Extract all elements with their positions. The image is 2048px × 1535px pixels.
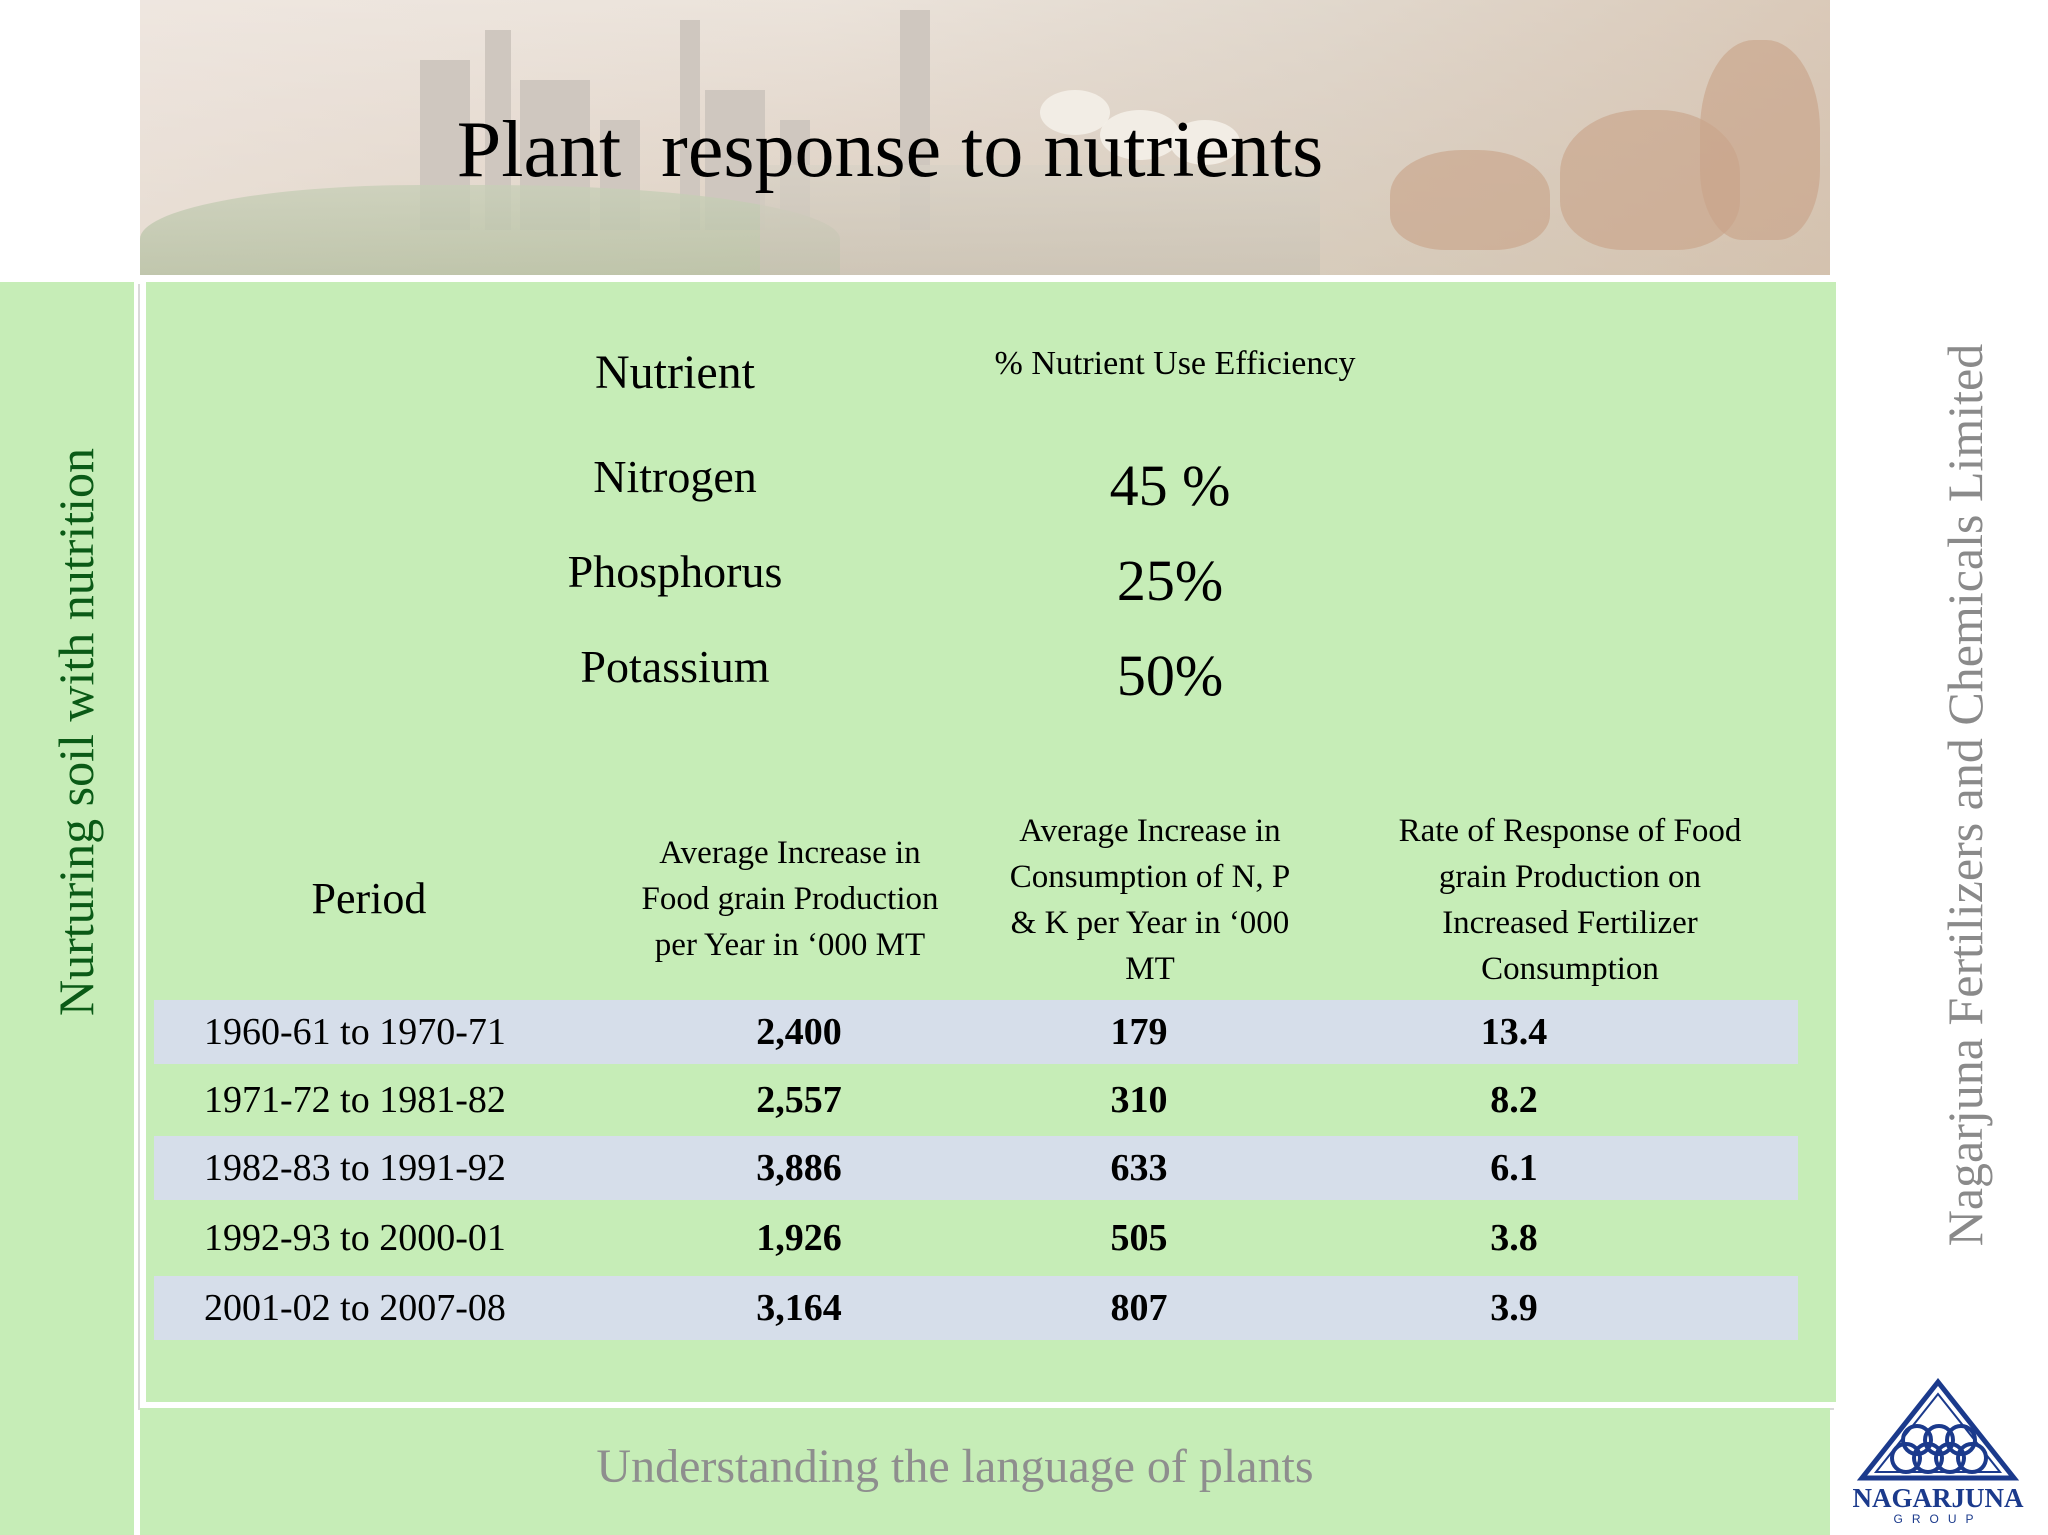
response-cell: 8.2 xyxy=(1490,1079,1538,1121)
table-header-response: Rate of Response of Food grain Productio… xyxy=(1350,808,1790,992)
nutrient-header: Nutrient xyxy=(595,346,755,399)
nutrient-name: Phosphorus xyxy=(567,546,783,597)
slide-title-text: Plant response to nutrients xyxy=(456,106,1324,194)
header-line: Average Increase in xyxy=(659,835,921,871)
period-cell: 2001-02 to 2007-08 xyxy=(204,1287,506,1329)
response-cell: 3.8 xyxy=(1490,1217,1538,1259)
table-header-period: Period xyxy=(311,874,427,923)
slide-title: Plant response to nutrients xyxy=(140,105,1831,195)
nutrient-name: Nitrogen xyxy=(593,451,757,502)
table-row: 1992-93 to 2000-01 1,926 505 3.8 xyxy=(154,1206,1798,1270)
consumption-cell: 179 xyxy=(1110,1011,1168,1053)
table-row: 1982-83 to 1991-92 3,886 633 6.1 xyxy=(154,1136,1798,1200)
nagarjuna-logo-icon xyxy=(1856,1378,2020,1481)
production-cell: 3,164 xyxy=(756,1287,842,1329)
header-banner-image xyxy=(140,0,1830,275)
left-sidebar: Nurturing soil with nutrition xyxy=(0,282,134,1535)
header-line: per Year in ‘000 MT xyxy=(654,927,926,963)
period-cell: 1971-72 to 1981-82 xyxy=(204,1079,506,1121)
logo-wordmark: NAGARJUNA xyxy=(1852,1483,2024,1513)
nutrient-efficiency: 45 % xyxy=(1109,453,1231,518)
consumption-cell: 633 xyxy=(1110,1147,1168,1189)
footer-tagline: Understanding the language of plants xyxy=(596,1440,1314,1493)
period-cell: 1982-83 to 1991-92 xyxy=(204,1147,506,1189)
production-cell: 2,400 xyxy=(756,1011,842,1053)
response-cell: 6.1 xyxy=(1490,1147,1538,1189)
table-header-consumption: Average Increase in Consumption of N, P … xyxy=(980,808,1320,992)
header-line: Increased Fertilizer xyxy=(1442,905,1698,941)
period-cell: 1992-93 to 2000-01 xyxy=(204,1217,506,1259)
header-line: Food grain Production xyxy=(641,881,939,917)
period-cell: 1960-61 to 1970-71 xyxy=(204,1011,506,1053)
response-cell: 13.4 xyxy=(1480,1011,1548,1053)
table-row: 1971-72 to 1981-82 2,557 310 8.2 xyxy=(154,1068,1798,1132)
response-cell: 3.9 xyxy=(1490,1287,1538,1329)
logo-subtext: GROUP xyxy=(1893,1512,1983,1526)
consumption-cell: 807 xyxy=(1110,1287,1168,1329)
header-line: Average Increase in xyxy=(1019,813,1281,849)
header-line: Consumption xyxy=(1481,951,1659,987)
consumption-cell: 310 xyxy=(1110,1079,1168,1121)
production-cell: 2,557 xyxy=(756,1079,842,1121)
nutrient-name: Potassium xyxy=(580,641,770,692)
header-line: MT xyxy=(1125,951,1175,987)
header-line: & K per Year in ‘000 xyxy=(1010,905,1290,941)
table-row: 1960-61 to 1970-71 2,400 179 13.4 xyxy=(154,1000,1798,1064)
efficiency-header: % Nutrient Use Efficiency xyxy=(994,345,1356,382)
header-line: Rate of Response of Food xyxy=(1398,813,1742,849)
nutrient-efficiency: 25% xyxy=(1116,548,1224,613)
side-left-text: Nurturing soil with nutrition xyxy=(48,447,104,1017)
production-cell: 1,926 xyxy=(756,1217,842,1259)
footer-strip xyxy=(140,1408,1830,1535)
nutrient-efficiency: 50% xyxy=(1116,643,1224,708)
header-line: Consumption of N, P xyxy=(1009,859,1291,895)
consumption-cell: 505 xyxy=(1110,1217,1168,1259)
side-right-text: Nagarjuna Fertilizers and Chemicals Limi… xyxy=(1937,343,1993,1247)
content-panel xyxy=(140,282,1836,1408)
table-row: 2001-02 to 2007-08 3,164 807 3.9 xyxy=(154,1276,1798,1340)
production-cell: 3,886 xyxy=(756,1147,842,1189)
header-line: grain Production on xyxy=(1438,859,1702,895)
table-header-production: Average Increase in Food grain Productio… xyxy=(610,830,970,968)
